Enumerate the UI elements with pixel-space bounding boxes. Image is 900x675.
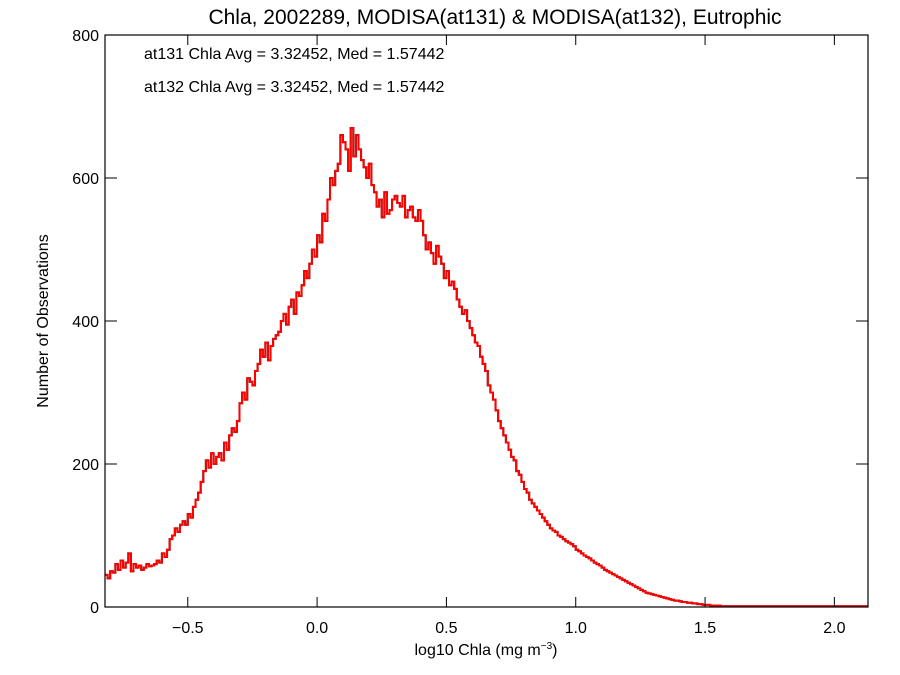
x-tick-label: 0.0 [306,620,328,637]
annotation-at132: at132 Chla Avg = 3.32452, Med = 1.57442 [144,79,444,96]
series-at132-line [105,126,868,608]
x-tick-label: 1.0 [565,620,587,637]
y-tick-label: 800 [72,28,99,45]
x-axis-title-close: ) [552,642,557,659]
axes: −0.5 0.0 0.5 1.0 1.5 2.0 0 200 400 600 800 [72,28,868,637]
y-tick-label: 600 [72,171,99,188]
x-axis-title-sup: −3 [541,641,553,652]
series-at131-line [105,126,868,608]
x-axis-title-main: log10 Chla (mg m [414,642,540,659]
plot-frame [104,34,869,608]
y-tick-label: 400 [72,314,99,331]
x-tick-label: 2.0 [823,620,845,637]
x-tick-label: 1.5 [694,620,716,637]
x-tick-label: −0.5 [172,620,204,637]
y-axis-title: Number of Observations [35,234,52,407]
y-tick-label: 0 [90,600,99,617]
y-tick-label: 200 [72,457,99,474]
chart-title: Chla, 2002289, MODISA(at131) & MODISA(at… [208,6,781,29]
x-axis-title: log10 Chla (mg m−3) [414,641,557,659]
x-tick-label: 0.5 [435,620,457,637]
plot-area [105,126,868,608]
annotation-at131: at131 Chla Avg = 3.32452, Med = 1.57442 [144,46,444,63]
